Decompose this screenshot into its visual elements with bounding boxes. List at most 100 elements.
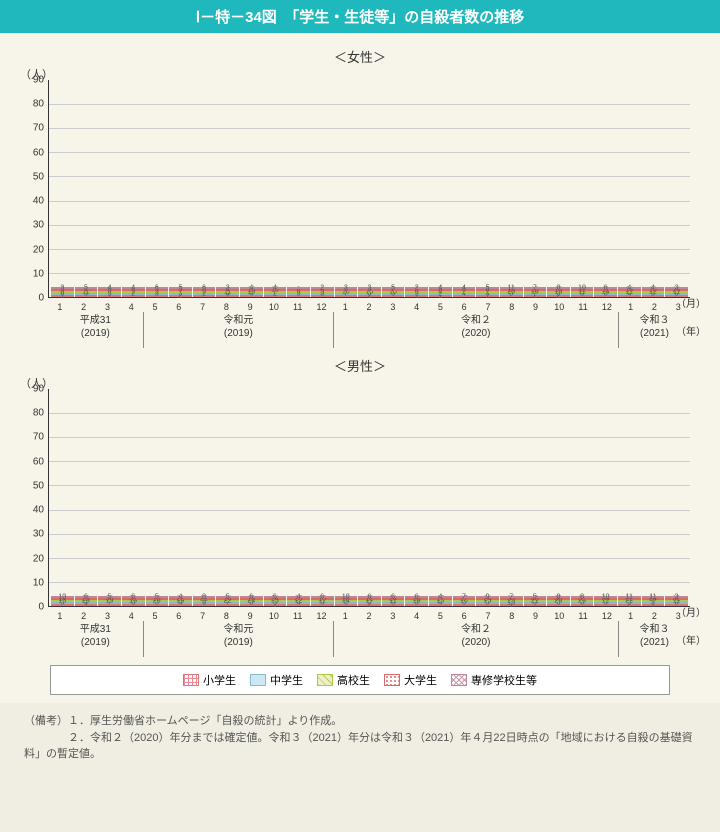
x-tick: 1 <box>333 611 357 621</box>
era-label: 令和元(2019) <box>143 621 333 657</box>
segment-hs: 23 <box>500 600 523 602</box>
segment-jhs: 4 <box>358 602 381 604</box>
segment-elem <box>335 604 358 606</box>
x-tick: 6 <box>167 302 191 312</box>
y-tick: 40 <box>33 196 44 207</box>
segment-uni: 18 <box>335 598 358 600</box>
segment-jhs: 7 <box>335 293 358 295</box>
bar: 2417126 <box>358 596 381 606</box>
segment-elem <box>287 604 310 606</box>
segment-hs: 10 <box>335 291 358 293</box>
segment-hs: 11 <box>311 600 334 602</box>
segment-uni: 13 <box>547 289 570 291</box>
figure-title: Ⅰ－特－34図 「学生・生徒等」の自殺者数の推移 <box>0 0 720 33</box>
segment-elem <box>311 295 334 297</box>
segment-voc: 3 <box>665 596 688 598</box>
axis-note-month: （月） <box>676 295 706 310</box>
segment-uni: 14 <box>216 598 239 600</box>
segment-uni: 14 <box>665 289 688 291</box>
chart-subtitle: ＜男性＞ <box>20 356 700 375</box>
segment-voc: 11 <box>618 596 641 598</box>
segment-elem <box>642 295 665 297</box>
bar: 814116 <box>594 287 617 297</box>
bar: 13864 <box>98 287 121 297</box>
chart-area: ＜女性＞（人）010203040506070809016853311451386… <box>0 33 720 703</box>
segment-uni: 33 <box>500 598 523 600</box>
x-tick: 11 <box>571 611 595 621</box>
segment-jhs: 5 <box>547 602 570 604</box>
bar: 141143 <box>216 287 239 297</box>
segment-uni: 22 <box>618 598 641 600</box>
segment-jhs: 8 <box>382 602 405 604</box>
segment-jhs: 5 <box>264 602 287 604</box>
bar: 811246 <box>382 596 405 606</box>
segment-jhs: 6 <box>524 602 547 604</box>
bar: 715365 <box>98 596 121 606</box>
segment-hs: 21 <box>524 600 547 602</box>
x-tick: 5 <box>429 611 453 621</box>
segment-jhs: 2 <box>264 293 287 295</box>
legend-swatch <box>317 674 333 686</box>
segment-elem <box>453 604 476 606</box>
segment-voc: 6 <box>193 287 216 289</box>
chart: （人）0102030405060708090518141014202967153… <box>20 377 700 657</box>
segment-jhs: 2 <box>429 293 452 295</box>
segment-elem <box>51 604 74 606</box>
y-tick: 60 <box>33 147 44 158</box>
segment-elem: 1 <box>405 295 428 297</box>
segment-uni: 8 <box>287 289 310 291</box>
segment-voc: 7 <box>524 287 547 289</box>
bar: 31145 <box>75 287 98 297</box>
segment-voc: 8 <box>571 596 594 598</box>
footnote-line: （備考）１．厚生労働省ホームページ「自殺の統計」より作成。 <box>24 713 696 730</box>
segment-voc: 6 <box>122 596 145 598</box>
legend-item: 小学生 <box>183 672 236 688</box>
segment-uni: 4 <box>75 289 98 291</box>
segment-uni: 25 <box>287 598 310 600</box>
segment-voc: 11 <box>500 287 523 289</box>
bar: 2986 <box>193 287 216 297</box>
x-tick: 4 <box>119 302 143 312</box>
segment-uni: 6 <box>429 289 452 291</box>
segment-jhs: 8 <box>594 293 617 295</box>
segment-elem <box>146 295 169 297</box>
bar: 3111210 <box>571 287 594 297</box>
segment-uni: 31 <box>571 598 594 600</box>
x-tick: 2 <box>643 302 667 312</box>
segment-hs: 11 <box>665 291 688 293</box>
segment-hs: 11 <box>75 291 98 293</box>
segment-hs: 16 <box>453 600 476 602</box>
segment-hs: 26 <box>547 600 570 602</box>
legend-item: 中学生 <box>250 672 303 688</box>
bar: 3362 <box>311 287 334 297</box>
segment-elem <box>240 604 263 606</box>
segment-hs: 9 <box>193 291 216 293</box>
segment-elem <box>405 604 428 606</box>
segment-hs: 24 <box>240 600 263 602</box>
segment-elem: 2 <box>524 295 547 297</box>
segment-voc: 6 <box>311 596 334 598</box>
segment-voc: 9 <box>476 596 499 598</box>
bar: 12464 <box>429 287 452 297</box>
segment-hs: 15 <box>358 291 381 293</box>
segment-elem <box>169 604 192 606</box>
x-tick: 4 <box>119 611 143 621</box>
segment-hs: 18 <box>547 291 570 293</box>
era-label: 令和２(2020) <box>333 312 618 348</box>
segment-hs: 16 <box>524 291 547 293</box>
x-tick: 7 <box>476 611 500 621</box>
segment-uni: 29 <box>75 598 98 600</box>
segment-hs: 12 <box>594 600 617 602</box>
segment-jhs: 5 <box>311 602 334 604</box>
segment-hs: 12 <box>287 600 310 602</box>
legend-label: 高校生 <box>337 672 370 688</box>
bar: 231593 <box>358 287 381 297</box>
x-tick: 11 <box>286 302 310 312</box>
segment-voc: 4 <box>98 287 121 289</box>
segment-hs: 7 <box>476 291 499 293</box>
segment-hs: 10 <box>240 291 263 293</box>
legend-label: 中学生 <box>270 672 303 688</box>
x-tick: 11 <box>286 611 310 621</box>
segment-jhs: 6 <box>193 602 216 604</box>
bar: 8201311 <box>500 287 523 297</box>
